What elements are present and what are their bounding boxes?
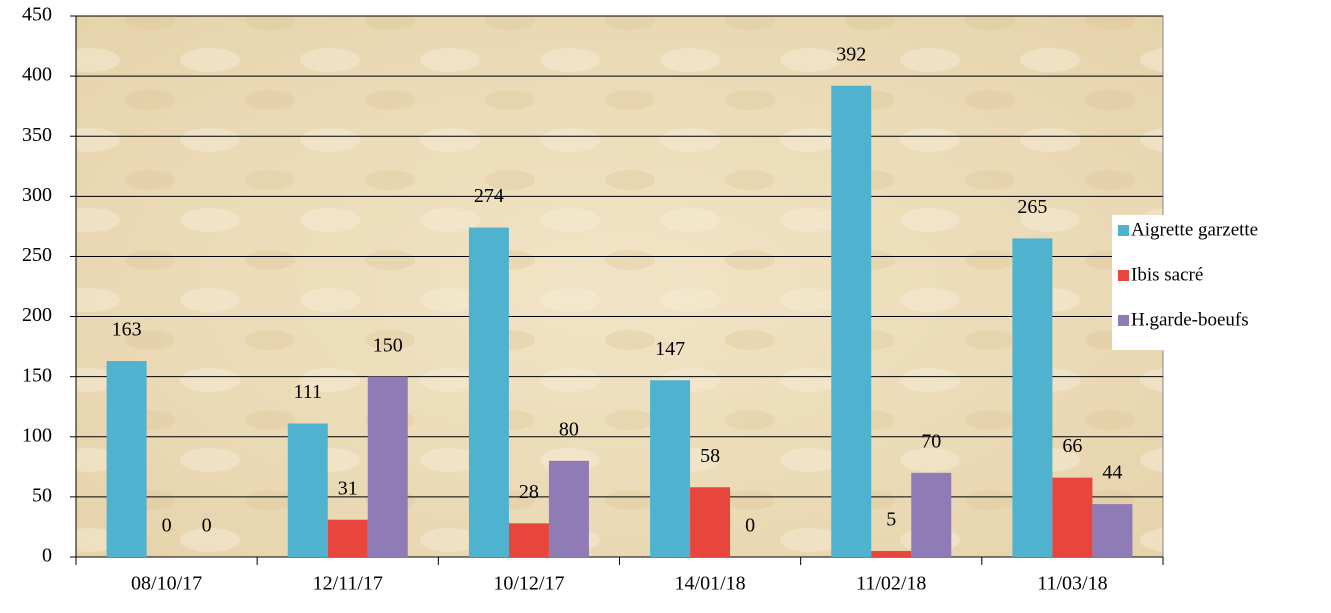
legend-label: H.garde-boeufs: [1131, 309, 1249, 330]
plot-texture: [76, 16, 1163, 557]
x-tick-label: 11/03/18: [1037, 573, 1107, 595]
bar: [1012, 238, 1053, 557]
bar: [508, 523, 549, 557]
y-tick-label: 150: [22, 364, 52, 386]
y-tick-label: 0: [42, 545, 52, 567]
data-label: 44: [1102, 462, 1122, 484]
bar: [367, 376, 408, 557]
bar: [650, 380, 691, 557]
bar: [1052, 477, 1093, 557]
legend: Aigrette garzette Ibis sacré H.garde-boeuf…: [1112, 215, 1331, 350]
y-tick-label: 450: [22, 4, 52, 26]
y-tick-label: 100: [22, 424, 52, 446]
legend-box: [1112, 215, 1331, 350]
y-tick-label: 400: [22, 64, 52, 86]
data-label: 0: [202, 515, 212, 537]
data-label: 58: [700, 445, 720, 467]
data-label: 5: [886, 509, 896, 531]
data-label: 70: [921, 430, 941, 452]
y-tick-label: 50: [32, 484, 52, 506]
data-label: 66: [1062, 435, 1082, 457]
x-tick-label: 14/01/18: [675, 573, 746, 595]
data-label: 28: [519, 481, 539, 503]
x-tick-label: 11/02/18: [856, 573, 926, 595]
legend-swatch: [1118, 270, 1129, 281]
data-label: 163: [112, 319, 142, 341]
data-label: 0: [162, 515, 172, 537]
y-tick-label: 200: [22, 304, 52, 326]
bar: [871, 550, 912, 557]
bar: [1092, 504, 1133, 557]
bar: [287, 423, 328, 557]
bar: [548, 460, 589, 557]
data-label: 392: [836, 43, 866, 65]
legend-label: Aigrette garzette: [1131, 219, 1258, 240]
data-label: 31: [338, 477, 358, 499]
bar: [106, 361, 147, 557]
x-tick-label: 12/11/17: [313, 573, 383, 595]
data-label: 274: [474, 185, 504, 207]
data-label: 265: [1017, 196, 1047, 218]
bar: [468, 227, 509, 557]
x-tick-label: 10/12/17: [493, 573, 564, 595]
bar: [690, 487, 731, 557]
y-tick-label: 250: [22, 244, 52, 266]
bar: [911, 472, 952, 557]
legend-swatch: [1118, 315, 1129, 326]
data-label: 111: [293, 381, 322, 403]
data-label: 147: [655, 338, 685, 360]
bar: [831, 85, 872, 558]
data-label: 80: [559, 418, 579, 440]
legend-label: Ibis sacré: [1131, 264, 1203, 285]
bar: [327, 519, 368, 557]
data-label: 0: [745, 515, 755, 537]
legend-swatch: [1118, 225, 1129, 236]
data-label: 150: [373, 334, 403, 356]
y-tick-label: 300: [22, 184, 52, 206]
y-tick-label: 350: [22, 124, 52, 146]
x-tick-label: 08/10/17: [131, 573, 202, 595]
